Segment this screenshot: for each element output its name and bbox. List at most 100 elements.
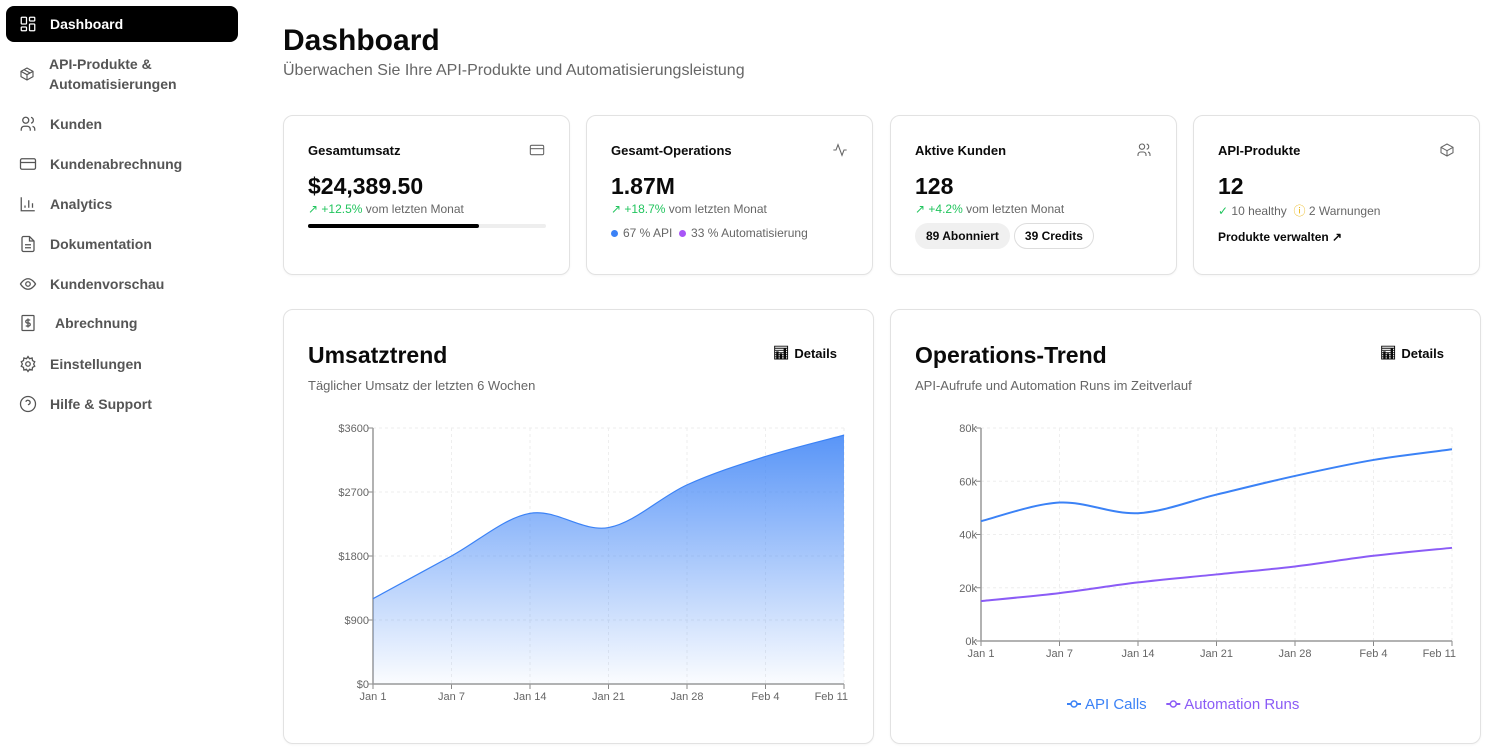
automation-share: 33 % Automatisierung bbox=[691, 226, 808, 240]
link-label: Produkte verwalten bbox=[1218, 230, 1329, 244]
chart-title: Operations-Trend bbox=[915, 342, 1107, 368]
details-label: Details bbox=[794, 345, 837, 361]
sidebar-item-kunden[interactable]: Kunden bbox=[6, 114, 238, 134]
package-icon bbox=[1440, 143, 1454, 157]
sidebar-item-api-products[interactable]: API-Produkte & Automatisierungen bbox=[6, 54, 238, 94]
sidebar-item-label: Hilfe & Support bbox=[50, 396, 152, 412]
revenue-line bbox=[372, 434, 845, 600]
help-circle-icon bbox=[19, 395, 37, 413]
change-suffix: vom letzten Monat bbox=[365, 202, 464, 216]
activity-icon bbox=[833, 143, 847, 157]
credit-card-icon bbox=[19, 158, 37, 170]
stat-title: Gesamtumsatz bbox=[308, 143, 401, 158]
y-tick-label: $2700 bbox=[338, 487, 369, 499]
y-tick-label: $1800 bbox=[338, 551, 369, 563]
stat-title: Gesamt-Operations bbox=[611, 143, 732, 158]
manage-products-link[interactable]: Produkte verwalten ↗ bbox=[1218, 230, 1342, 244]
sidebar-item-label: Einstellungen bbox=[50, 356, 142, 372]
sidebar-item-label: Dashboard bbox=[50, 16, 124, 32]
x-tick-label: Jan 1 bbox=[968, 648, 995, 660]
legend-marker-dot bbox=[1070, 700, 1078, 708]
automation-dot bbox=[679, 230, 687, 237]
operations-split: 67 % API 33 % Automatisierung bbox=[611, 226, 808, 240]
page-subtitle: Überwachen Sie Ihre API-Produkte und Aut… bbox=[283, 62, 745, 79]
y-tick-label: $0 bbox=[357, 679, 369, 691]
trending-up-icon: ↗ bbox=[611, 202, 622, 216]
legend-marker-dot bbox=[1169, 700, 1178, 708]
y-tick-label: $900 bbox=[345, 615, 369, 627]
x-tick-label: Jan 7 bbox=[438, 691, 465, 703]
details-button[interactable]: 📊︎ Details bbox=[1380, 345, 1444, 361]
eye-icon bbox=[19, 278, 37, 290]
receipt-dollar-icon bbox=[21, 314, 35, 332]
package-icon bbox=[20, 67, 34, 81]
stat-value: 12 bbox=[1218, 173, 1244, 199]
sidebar-item-label: Kundenabrechnung bbox=[50, 156, 183, 172]
y-tick-label: 40k bbox=[959, 530, 977, 542]
stat-card-customers: Aktive Kunden 128 ↗ +4.2% vom letzten Mo… bbox=[890, 115, 1177, 275]
sidebar-item-dashboard[interactable]: Dashboard bbox=[6, 6, 238, 42]
y-tick-label: 0k bbox=[965, 636, 977, 648]
series-line-automation-runs bbox=[980, 546, 1453, 603]
trending-up-icon: ↗ bbox=[915, 202, 926, 216]
change-value: +18.7% bbox=[624, 202, 666, 216]
bar-chart-icon: 📊︎ bbox=[772, 345, 790, 360]
revenue-chart-card: Umsatztrend Täglicher Umsatz der letzten… bbox=[283, 309, 874, 744]
file-text-icon bbox=[21, 235, 35, 253]
chart-subtitle: API-Aufrufe und Automation Runs im Zeitv… bbox=[915, 378, 1192, 393]
users-icon bbox=[20, 116, 36, 131]
sidebar-item-einstellungen[interactable]: Einstellungen bbox=[6, 354, 238, 374]
stat-title: API-Produkte bbox=[1218, 143, 1301, 158]
layout-grid-icon bbox=[20, 16, 36, 32]
stat-value: 1.87M bbox=[611, 173, 675, 199]
chart-title: Umsatztrend bbox=[308, 342, 448, 368]
x-tick-label: Jan 28 bbox=[670, 691, 703, 703]
chart-subtitle: Täglicher Umsatz der letzten 6 Wochen bbox=[308, 378, 536, 393]
x-tick-label: Jan 14 bbox=[1121, 648, 1154, 660]
legend-label: API Calls bbox=[1085, 696, 1147, 713]
stat-card-products: API-Produkte 12 ✓ 10 healthy ⓘ 2 Warnung… bbox=[1193, 115, 1480, 275]
stat-change: ↗ +4.2% vom letzten Monat bbox=[915, 202, 1064, 216]
revenue-chart: $0 $900 $1800 $2700 $3600 Jan 1 Jan 7 Jan 14 Jan… bbox=[338, 423, 848, 703]
sidebar-item-label: Analytics bbox=[50, 196, 113, 212]
stat-value: 128 bbox=[915, 173, 954, 199]
legend-label: Automation Runs bbox=[1184, 696, 1299, 713]
change-value: +4.2% bbox=[928, 202, 963, 216]
change-suffix: vom letzten Monat bbox=[668, 202, 767, 216]
x-tick-label: Feb 4 bbox=[751, 691, 779, 703]
sidebar-item-kundenabrechnung[interactable]: Kundenabrechnung bbox=[6, 154, 238, 174]
bar-chart-icon: 📊︎ bbox=[1379, 345, 1397, 360]
operations-chart-card: Operations-Trend API-Aufrufe und Automat… bbox=[890, 309, 1481, 744]
details-button[interactable]: 📊︎ Details bbox=[773, 345, 837, 361]
y-tick-label: $3600 bbox=[338, 423, 369, 435]
sidebar-item-kundenvorschau[interactable]: Kundenvorschau bbox=[6, 274, 238, 294]
sidebar-item-label: Dokumentation bbox=[50, 236, 152, 252]
x-tick-label: Feb 11 bbox=[1423, 648, 1456, 660]
progress-fill bbox=[308, 224, 480, 228]
subscribed-badge: 89 Abonniert bbox=[915, 223, 1010, 249]
stat-card-revenue: Gesamtumsatz $24,389.50 ↗ +12.5% vom let… bbox=[283, 115, 570, 275]
arrow-up-right-icon: ↗ bbox=[1332, 230, 1343, 244]
x-tick-label: Jan 14 bbox=[513, 691, 546, 703]
customer-badges: 89 Abonniert 39 Credits bbox=[915, 223, 1098, 249]
users-icon bbox=[1137, 143, 1151, 156]
y-tick-label: 60k bbox=[959, 476, 977, 488]
sidebar-item-label: Kunden bbox=[50, 116, 103, 132]
x-tick-label: Feb 4 bbox=[1359, 648, 1387, 660]
sidebar-item-label: Abrechnung bbox=[55, 315, 138, 331]
change-suffix: vom letzten Monat bbox=[966, 202, 1065, 216]
details-label: Details bbox=[1401, 345, 1444, 361]
revenue-progress-bar bbox=[308, 224, 546, 228]
y-tick-label: 20k bbox=[959, 583, 977, 595]
stat-title: Aktive Kunden bbox=[915, 143, 1007, 158]
series-line-api-calls bbox=[980, 448, 1453, 523]
sidebar-item-abrechnung[interactable]: Abrechnung bbox=[6, 313, 238, 333]
x-tick-label: Jan 21 bbox=[1200, 648, 1233, 660]
check-circle-icon: ✓ bbox=[1218, 204, 1229, 218]
sidebar-item-hilfe[interactable]: Hilfe & Support bbox=[6, 394, 238, 414]
sidebar-item-label: API-Produkte & Automatisierungen bbox=[49, 56, 177, 92]
sidebar-item-dokumentation[interactable]: Dokumentation bbox=[6, 234, 238, 254]
revenue-area bbox=[373, 435, 844, 684]
api-dot bbox=[611, 230, 618, 237]
sidebar-item-analytics[interactable]: Analytics bbox=[6, 194, 238, 214]
